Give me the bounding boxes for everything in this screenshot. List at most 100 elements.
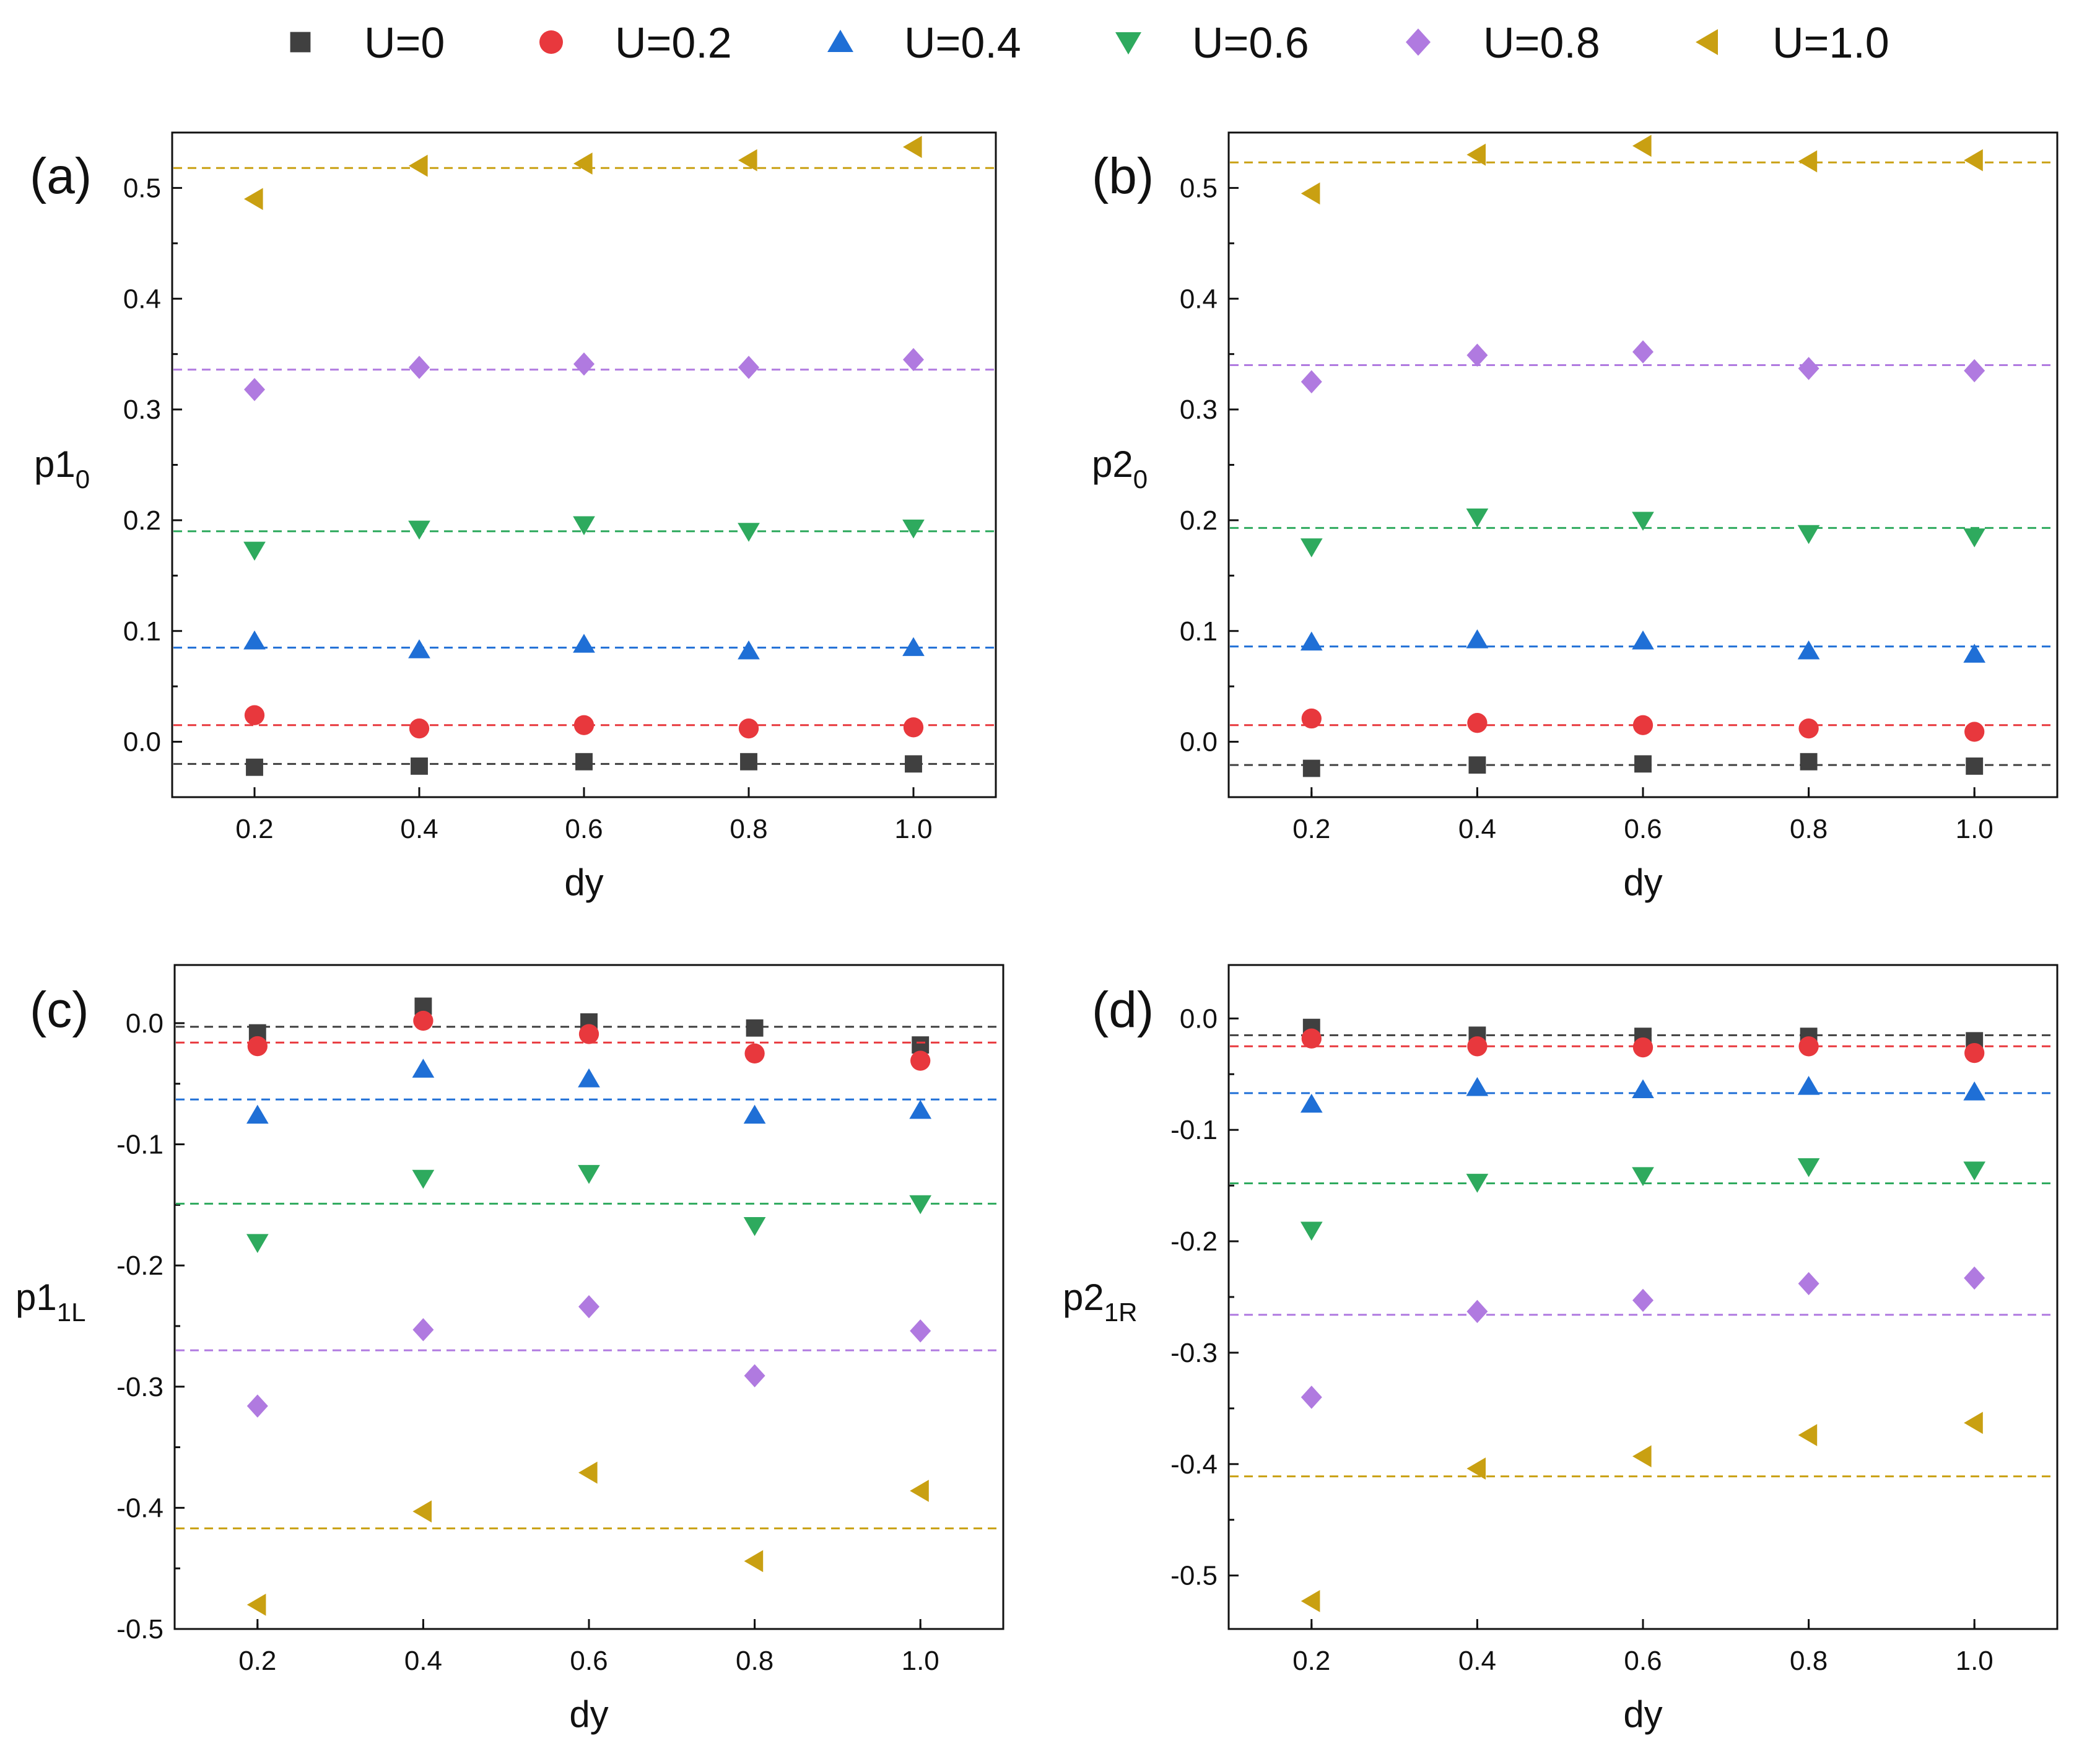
- y-tick-label: -0.1: [1170, 1115, 1218, 1145]
- y-tick-label: 0.0: [1180, 1003, 1218, 1034]
- data-point-u-0-2: [1302, 709, 1322, 728]
- y-tick-label: 0.4: [1180, 284, 1218, 314]
- series-u-0-4: [1230, 629, 2056, 663]
- data-point-u-1-0: [244, 188, 263, 210]
- data-point-u-0-4: [909, 1100, 931, 1119]
- legend-marker-u-0-2: [539, 30, 563, 54]
- y-tick-label: 0.0: [1180, 727, 1218, 758]
- data-point-u-0-6: [744, 1217, 766, 1236]
- data-point-u-0-2: [1964, 1043, 1984, 1063]
- y-axis-label: p11L: [15, 1277, 85, 1327]
- data-point-u-0-4: [412, 1059, 435, 1078]
- y-tick-label: -0.4: [116, 1493, 163, 1523]
- data-point-u-1-0: [412, 1500, 432, 1522]
- series-u-0-4: [176, 1059, 1002, 1124]
- data-point-u-0: [740, 753, 757, 771]
- data-point-u-0-8: [910, 1319, 931, 1342]
- data-point-u-0-4: [246, 1105, 269, 1124]
- x-tick-label: 0.8: [1790, 1646, 1828, 1676]
- data-point-u-0-2: [739, 718, 759, 738]
- legend-item-u-0-6: U=0.6: [1115, 19, 1309, 67]
- data-point-u-0-8: [578, 1295, 599, 1318]
- data-point-u-0-6: [1301, 1221, 1323, 1241]
- x-axis-label: dy: [1623, 862, 1662, 903]
- legend-item-u-0: U=0: [290, 19, 445, 67]
- data-point-u-0-8: [744, 1364, 765, 1387]
- data-point-u-0-6: [1798, 525, 1820, 544]
- x-tick-label: 0.8: [736, 1646, 773, 1676]
- series-u-0-6: [176, 1165, 1002, 1253]
- data-point-u-0: [1966, 758, 1983, 775]
- legend-marker-u-0-8: [1406, 28, 1431, 56]
- panel-label: (c): [30, 982, 89, 1038]
- y-tick-label: 0.1: [123, 616, 161, 647]
- data-point-u-0: [246, 759, 263, 776]
- data-point-u-0: [411, 758, 428, 775]
- legend-label: U=0.6: [1192, 19, 1309, 67]
- data-point-u-0-6: [1301, 538, 1323, 557]
- y-tick-label: -0.4: [1170, 1449, 1218, 1480]
- data-point-u-0-4: [744, 1105, 766, 1124]
- data-point-u-0-2: [910, 1050, 930, 1070]
- panel-label: (b): [1092, 148, 1154, 204]
- data-point-u-1-0: [1798, 151, 1818, 173]
- series-u-0-8: [1230, 340, 2056, 393]
- y-tick-label: 0.5: [1180, 173, 1218, 203]
- x-tick-label: 0.6: [570, 1646, 608, 1676]
- data-point-u-0-8: [1964, 1267, 1985, 1290]
- series-u-0-8: [176, 1295, 1002, 1418]
- data-point-u-1-0: [903, 136, 922, 158]
- x-axis: 0.2 0.4 0.6 0.8 1.0: [238, 1619, 939, 1676]
- data-point-u-1-0: [1301, 1590, 1320, 1612]
- data-point-u-0-4: [1301, 1094, 1323, 1113]
- y-tick-label: 0.3: [1180, 395, 1218, 425]
- data-point-u-1-0: [910, 1480, 929, 1502]
- panel-c: 0.2 0.4 0.6 0.8 1.0dy0.0-0.1-0.2-0.3-0.4-0.5…: [15, 965, 1003, 1735]
- data-point-u-0-8: [1964, 359, 1985, 382]
- legend-label: U=0: [364, 19, 445, 67]
- y-tick-label: -0.5: [116, 1614, 163, 1644]
- data-point-u-0-4: [1963, 644, 1985, 663]
- data-point-u-1-0: [1964, 149, 1983, 172]
- series-u-0-2: [1230, 709, 2056, 742]
- data-point-u-0-6: [578, 1165, 600, 1184]
- legend-item-u-0-8: U=0.8: [1406, 19, 1600, 67]
- data-point-u-0-4: [573, 634, 595, 653]
- y-tick-label: -0.2: [1170, 1226, 1218, 1257]
- y-tick-label: 0.0: [123, 727, 161, 758]
- series-u-1-0: [173, 136, 995, 210]
- data-point-u-0-4: [1963, 1081, 1985, 1101]
- x-axis-label: dy: [1623, 1693, 1662, 1735]
- data-point-u-0-8: [412, 1318, 434, 1341]
- data-point-u-0-6: [902, 520, 925, 539]
- figure: U=0 U=0.2 U=0.4 U=0.6 U=0.8 U=1.0 0.2 0.4 0.6 0.…: [0, 0, 2074, 1764]
- data-point-u-1-0: [1301, 183, 1320, 205]
- legend-item-u-0-4: U=0.4: [827, 19, 1021, 67]
- x-axis-label: dy: [569, 1693, 608, 1735]
- data-point-u-1-0: [573, 152, 593, 175]
- x-tick-label: 0.2: [1292, 1646, 1330, 1676]
- data-point-u-0-4: [902, 637, 925, 657]
- data-point-u-0-6: [738, 523, 760, 542]
- y-tick-label: 0.1: [1180, 616, 1218, 647]
- legend-marker-u-0: [290, 32, 311, 53]
- legend: U=0 U=0.2 U=0.4 U=0.6 U=0.8 U=1.0: [290, 19, 1889, 67]
- series-u-0-8: [1230, 1267, 2056, 1409]
- data-point-u-0-8: [409, 356, 430, 378]
- legend-label: U=0.4: [904, 19, 1021, 67]
- legend-item-u-0-2: U=0.2: [539, 19, 732, 67]
- data-point-u-0-2: [245, 705, 264, 725]
- data-point-u-0-2: [248, 1036, 268, 1056]
- data-point-u-0-8: [1466, 1300, 1488, 1323]
- plot-frame: [1229, 133, 2057, 797]
- y-tick-label: 0.5: [123, 173, 161, 203]
- legend-label: U=0.8: [1483, 19, 1600, 67]
- data-point-u-0-2: [1798, 1036, 1818, 1056]
- panel-label: (d): [1092, 982, 1154, 1038]
- x-tick-label: 0.6: [1624, 1646, 1662, 1676]
- series-u-0-6: [1230, 1158, 2056, 1241]
- series-u-0-6: [1230, 509, 2056, 557]
- y-axis: 0.0 0.1 0.2 0.3 0.4 0.5: [123, 173, 182, 757]
- data-point-u-0-2: [1798, 718, 1818, 738]
- data-point-u-1-0: [744, 1550, 764, 1573]
